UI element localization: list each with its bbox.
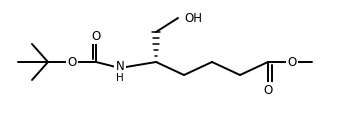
Text: H: H	[116, 73, 124, 83]
Text: OH: OH	[184, 11, 202, 25]
Text: O: O	[91, 30, 101, 43]
Text: O: O	[67, 55, 76, 68]
Text: O: O	[263, 83, 273, 96]
Text: N: N	[116, 59, 124, 72]
Text: O: O	[287, 55, 297, 68]
